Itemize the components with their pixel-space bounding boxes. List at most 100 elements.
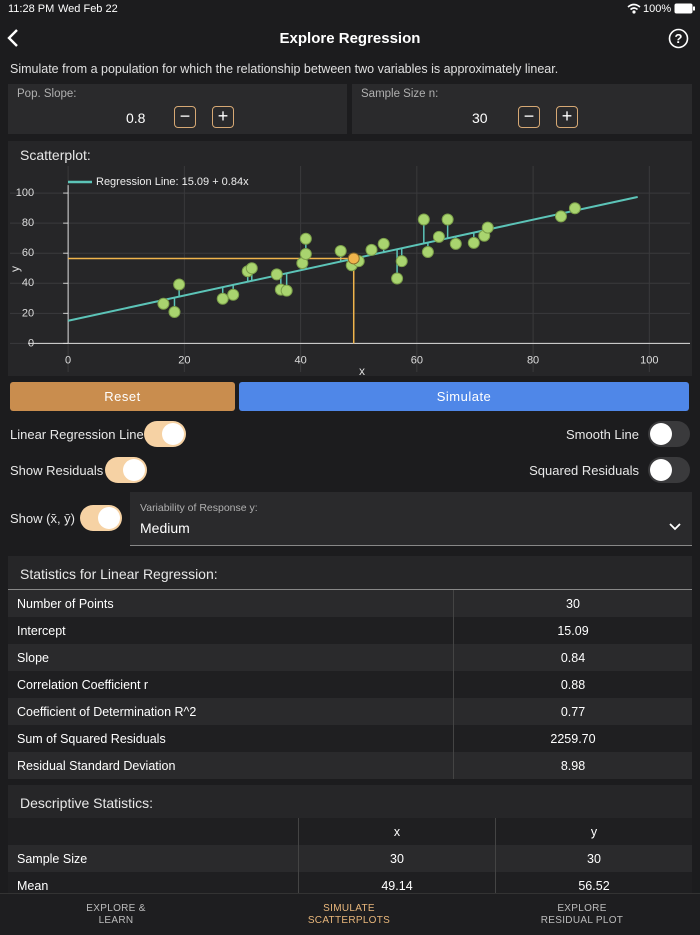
y-axis-label: y xyxy=(8,266,22,272)
data-point xyxy=(245,262,258,275)
scatter-title: Scatterplot: xyxy=(20,147,91,163)
battery-icon xyxy=(674,3,695,14)
stats-row: Sum of Squared Residuals 2259.70 xyxy=(8,725,692,752)
size-value: 30 xyxy=(472,110,488,126)
status-date: Wed Feb 22 xyxy=(58,3,118,15)
column-divider xyxy=(298,845,299,872)
toggle-label: Squared Residuals xyxy=(529,463,639,478)
data-point xyxy=(377,237,390,250)
stats-row: Correlation Coefficient r 0.88 xyxy=(8,671,692,698)
column-divider xyxy=(453,698,454,725)
y-tick-label: 80 xyxy=(22,217,34,229)
cell-value: 30 xyxy=(390,852,404,866)
column-divider xyxy=(495,818,496,845)
toggle-switch[interactable] xyxy=(80,505,122,531)
data-point xyxy=(568,202,581,215)
slope-value: 0.8 xyxy=(126,110,146,126)
toggle-knob xyxy=(650,459,672,481)
stats-row: Intercept 15.09 xyxy=(8,617,692,644)
data-point xyxy=(449,237,462,250)
stats-row: Slope 0.84 xyxy=(8,644,692,671)
toggle-switch[interactable] xyxy=(105,457,147,483)
data-point xyxy=(168,306,181,319)
data-point xyxy=(216,292,229,305)
cell-value: 56.52 xyxy=(578,879,610,893)
column-divider xyxy=(453,725,454,752)
legend-label: Regression Line: 15.09 + 0.84x xyxy=(96,176,249,188)
cell-value: 30 xyxy=(587,852,601,866)
stats-label: Intercept xyxy=(17,624,66,638)
column-header: x xyxy=(393,825,401,839)
data-point xyxy=(432,230,445,243)
toggle-switch[interactable] xyxy=(648,421,690,447)
column-divider xyxy=(453,590,454,617)
toggle-knob xyxy=(162,423,184,445)
x-tick-label: 100 xyxy=(640,354,658,366)
data-point xyxy=(467,236,480,249)
toggle-knob xyxy=(98,507,120,529)
row-label: Sample Size xyxy=(17,852,88,866)
slope-label: Pop. Slope: xyxy=(17,88,77,100)
toggle-label: Linear Regression Line xyxy=(10,427,144,442)
tab-item[interactable]: EXPLORE & LEARN xyxy=(86,903,146,926)
size-plus[interactable]: + xyxy=(556,106,578,128)
size-label: Sample Size n: xyxy=(361,88,439,100)
column-divider xyxy=(495,845,496,872)
toggle-label: Smooth Line xyxy=(566,427,639,442)
toggle-switch[interactable] xyxy=(144,421,186,447)
slope-panel: Pop. Slope: 0.8 − + xyxy=(8,84,347,134)
x-tick-label: 40 xyxy=(294,354,306,366)
stats-row: Coefficient of Determination R^2 0.77 xyxy=(8,698,692,725)
stats-value: 2259.70 xyxy=(550,732,596,746)
stats-label: Correlation Coefficient r xyxy=(17,678,149,692)
data-point xyxy=(299,247,312,260)
row-label: Mean xyxy=(17,879,49,893)
stats-title: Statistics for Linear Regression: xyxy=(20,566,218,582)
variability-value: Medium xyxy=(140,520,190,536)
size-panel: Sample Size n: 30 − + xyxy=(352,84,692,134)
x-tick-label: 60 xyxy=(411,354,423,366)
variability-dropdown[interactable]: Variability of Response y: Medium xyxy=(130,492,692,546)
x-tick-label: 80 xyxy=(527,354,539,366)
help-button[interactable]: ? xyxy=(668,28,689,49)
stats-value: 8.98 xyxy=(560,759,586,773)
toggle-label: Show (x̄, ȳ) xyxy=(10,511,76,526)
dropdown-chevron xyxy=(669,523,681,531)
data-point xyxy=(227,288,240,301)
battery-text: 100% xyxy=(643,3,672,15)
mean-point xyxy=(347,252,360,265)
data-point xyxy=(391,272,404,285)
data-point xyxy=(365,243,378,256)
slope-plus[interactable]: + xyxy=(212,106,234,128)
data-point xyxy=(157,297,170,310)
back-button[interactable] xyxy=(6,28,22,48)
data-point xyxy=(417,213,430,226)
column-divider xyxy=(298,872,299,899)
tab-item[interactable]: EXPLORE RESIDUAL PLOT xyxy=(540,903,624,926)
column-header: y xyxy=(590,825,598,839)
description: Simulate from a population for which the… xyxy=(10,62,559,76)
tab-item[interactable]: SIMULATE SCATTERPLOTS xyxy=(307,903,391,926)
stats-label: Sum of Squared Residuals xyxy=(17,732,166,746)
status-time: 11:28 PM xyxy=(8,3,55,15)
simulate-button[interactable]: Simulate xyxy=(239,382,689,411)
descriptive-row: Sample Size 30 30 xyxy=(8,845,692,872)
stats-label: Residual Standard Deviation xyxy=(17,759,176,773)
slope-minus[interactable]: − xyxy=(174,106,196,128)
y-tick-label: 20 xyxy=(22,307,34,319)
svg-text:?: ? xyxy=(675,31,683,46)
column-divider xyxy=(298,818,299,845)
y-tick-label: 60 xyxy=(22,247,34,259)
descriptive-title: Descriptive Statistics: xyxy=(20,795,154,811)
stats-label: Slope xyxy=(17,651,49,665)
stats-value: 0.88 xyxy=(560,678,586,692)
stats-label: Number of Points xyxy=(17,597,114,611)
reset-button[interactable]: Reset xyxy=(10,382,235,411)
size-minus[interactable]: − xyxy=(518,106,540,128)
stats-value: 30 xyxy=(566,597,580,611)
toggle-switch[interactable] xyxy=(648,457,690,483)
x-tick-label: 20 xyxy=(178,354,190,366)
